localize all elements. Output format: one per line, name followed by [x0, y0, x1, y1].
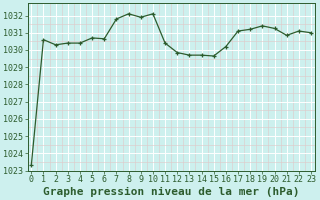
X-axis label: Graphe pression niveau de la mer (hPa): Graphe pression niveau de la mer (hPa) [43, 186, 300, 197]
